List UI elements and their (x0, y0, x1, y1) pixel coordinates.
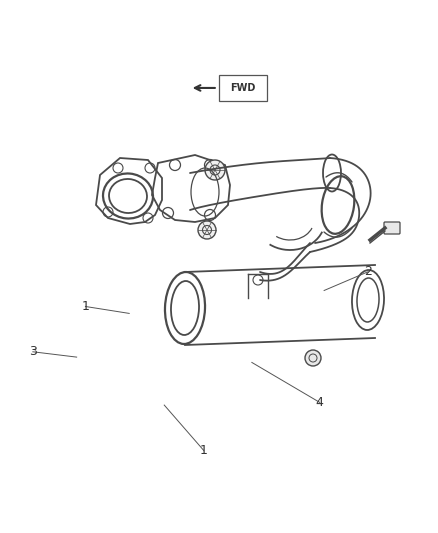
Text: 4: 4 (316, 396, 324, 409)
FancyBboxPatch shape (384, 222, 400, 234)
Text: 3: 3 (29, 345, 37, 358)
Text: FWD: FWD (230, 83, 255, 93)
Text: 1: 1 (200, 444, 208, 457)
Text: 2: 2 (364, 265, 372, 278)
Circle shape (205, 160, 225, 180)
FancyBboxPatch shape (219, 75, 267, 101)
Text: 1: 1 (81, 300, 89, 313)
Circle shape (305, 350, 321, 366)
Circle shape (198, 221, 216, 239)
